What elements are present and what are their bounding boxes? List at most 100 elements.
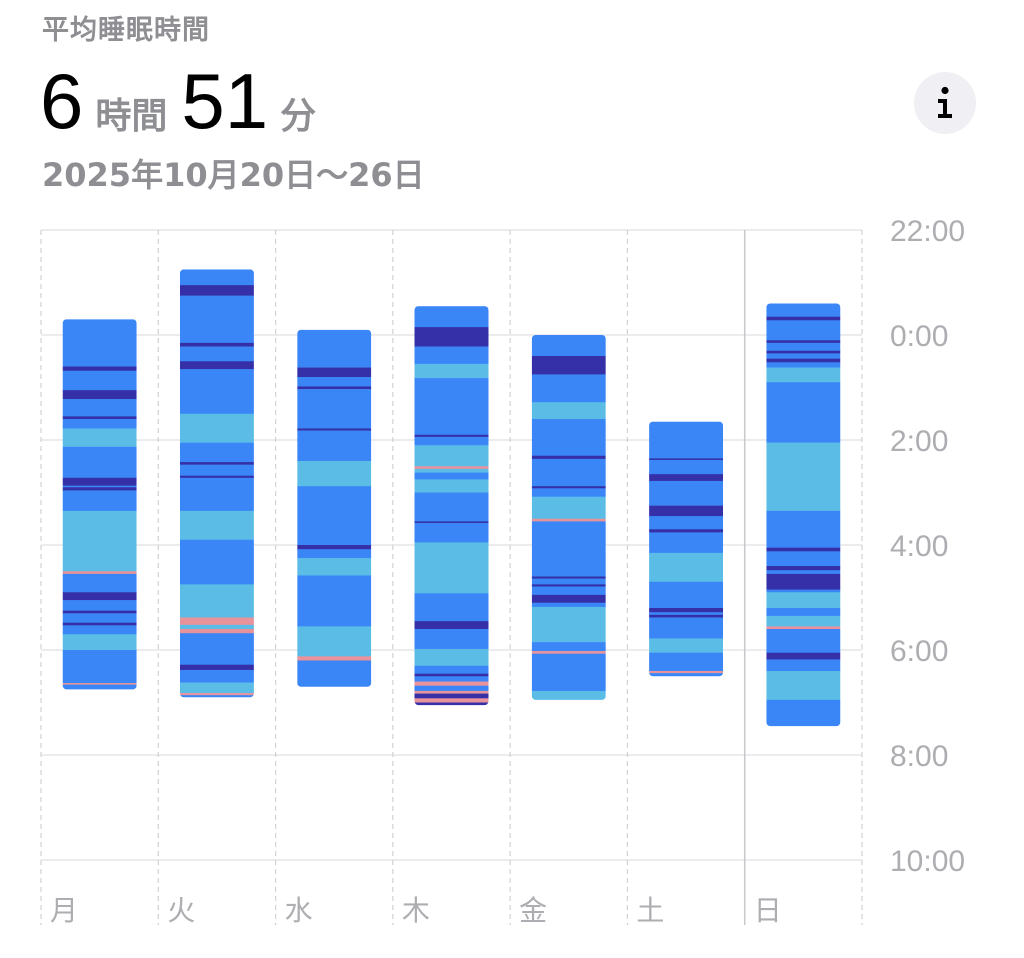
sleep-segment-core bbox=[766, 510, 841, 548]
sleep-segment-rem bbox=[414, 445, 489, 467]
x-tick-label: 火 bbox=[167, 894, 195, 927]
sleep-segment-deep bbox=[414, 702, 489, 706]
sleep-segment-awake bbox=[297, 656, 372, 661]
info-button[interactable] bbox=[914, 72, 976, 134]
sleep-segment-awake bbox=[531, 518, 606, 522]
sleep-segment-deep bbox=[179, 285, 254, 296]
y-tick-label: 10:00 bbox=[890, 845, 965, 878]
sleep-segment-core bbox=[179, 695, 254, 698]
sleep-segment-core bbox=[766, 342, 841, 352]
sleep-segment-deep bbox=[766, 573, 841, 590]
sleep-segment-rem bbox=[766, 367, 841, 383]
sleep-bar[interactable] bbox=[649, 421, 724, 677]
sleep-segment-deep bbox=[179, 664, 254, 671]
sleep-segment-awake bbox=[414, 690, 489, 694]
sleep-segment-deep bbox=[531, 594, 606, 604]
x-tick-label: 日 bbox=[754, 894, 782, 927]
sleep-segment-core bbox=[297, 430, 372, 462]
sleep-segment-awake bbox=[179, 617, 254, 626]
sleep-segment-core bbox=[531, 653, 606, 692]
sleep-segment-core bbox=[414, 522, 489, 543]
sleep-segment-deep bbox=[414, 327, 489, 347]
sleep-segment-core bbox=[62, 613, 137, 623]
sleep-segment-rem bbox=[62, 634, 137, 651]
average-sleep-value: 6 時間 51 分 bbox=[40, 62, 330, 142]
sleep-segment-core bbox=[179, 477, 254, 512]
sleep-segment-core bbox=[179, 539, 254, 585]
sleep-segment-core bbox=[649, 480, 724, 506]
sleep-segment-core bbox=[179, 269, 254, 286]
sleep-segment-core bbox=[62, 490, 137, 512]
sleep-segment-core bbox=[766, 303, 841, 317]
sleep-segment-core bbox=[62, 650, 137, 684]
sleep-segment-deep bbox=[649, 608, 724, 613]
sleep-bar[interactable] bbox=[531, 335, 606, 700]
sleep-segment-core bbox=[62, 573, 137, 593]
sleep-segment-core bbox=[297, 660, 372, 687]
sleep-segment-core bbox=[414, 472, 489, 480]
sleep-segment-deep bbox=[649, 474, 724, 482]
sleep-segment-awake bbox=[649, 671, 724, 674]
sleep-segment-core bbox=[62, 625, 137, 635]
y-tick-label: 0:00 bbox=[890, 320, 948, 353]
sleep-segment-deep bbox=[766, 652, 841, 660]
sleep-segment-core bbox=[531, 458, 606, 487]
sleep-segment-deep bbox=[62, 477, 137, 486]
sleep-segment-awake bbox=[766, 626, 841, 630]
sleep-segment-core bbox=[766, 659, 841, 672]
sleep-segment-core bbox=[297, 329, 372, 368]
sleep-bar[interactable] bbox=[414, 306, 489, 706]
sleep-segment-core bbox=[766, 382, 841, 443]
sleep-segment-core bbox=[649, 617, 724, 639]
sleep-segment-core bbox=[766, 551, 841, 567]
x-tick-label: 月 bbox=[50, 894, 78, 927]
sleep-segment-deep bbox=[179, 342, 254, 347]
sleep-bar[interactable] bbox=[766, 303, 841, 727]
sleep-segment-deep bbox=[766, 350, 841, 354]
sleep-segment-core bbox=[531, 521, 606, 577]
sleep-segment-core bbox=[62, 684, 137, 690]
sleep-bar[interactable] bbox=[179, 269, 254, 698]
sleep-segment-deep bbox=[766, 566, 841, 571]
sleep-segment-core bbox=[766, 629, 841, 653]
sleep-segment-rem bbox=[649, 638, 724, 653]
sleep-segment-deep bbox=[297, 367, 372, 378]
sleep-segment-core bbox=[179, 633, 254, 665]
sleep-segment-core bbox=[766, 362, 841, 368]
sleep-segment-core bbox=[414, 685, 489, 692]
metric-label: 平均睡眠時間 bbox=[42, 15, 210, 46]
sleep-segment-rem bbox=[179, 584, 254, 618]
sleep-segment-deep bbox=[297, 428, 372, 431]
sleep-segment-core bbox=[766, 699, 841, 727]
sleep-segment-core bbox=[297, 389, 372, 429]
sleep-segment-core bbox=[649, 673, 724, 677]
sleep-bar[interactable] bbox=[62, 319, 137, 690]
sleep-segment-core bbox=[179, 464, 254, 476]
y-tick-label: 4:00 bbox=[890, 530, 948, 563]
sleep-segment-core bbox=[62, 319, 137, 367]
sleep-segment-core bbox=[649, 581, 724, 609]
sleep-segment-awake bbox=[179, 693, 254, 696]
sleep-bar[interactable] bbox=[297, 329, 372, 687]
sleep-segment-deep bbox=[414, 434, 489, 438]
x-tick-label: 金 bbox=[519, 894, 547, 927]
sleep-segment-core bbox=[179, 369, 254, 415]
sleep-segment-deep bbox=[766, 358, 841, 363]
sleep-segment-deep bbox=[297, 386, 372, 390]
sleep-segment-deep bbox=[62, 487, 137, 491]
sleep-segment-rem bbox=[62, 510, 137, 572]
sleep-segment-core bbox=[62, 419, 137, 429]
sleep-segment-core bbox=[414, 629, 489, 650]
sleep-segment-core bbox=[531, 578, 606, 585]
average-minutes: 51 bbox=[181, 57, 269, 145]
sleep-segment-rem bbox=[414, 542, 489, 594]
sleep-segment-rem bbox=[766, 615, 841, 627]
sleep-segment-rem bbox=[179, 624, 254, 630]
sleep-segment-deep bbox=[62, 622, 137, 626]
sleep-segment-deep bbox=[531, 576, 606, 579]
sleep-segment-awake bbox=[62, 683, 137, 685]
sleep-segment-core bbox=[414, 346, 489, 365]
x-tick-label: 水 bbox=[285, 894, 313, 927]
sleep-segment-rem bbox=[179, 413, 254, 443]
